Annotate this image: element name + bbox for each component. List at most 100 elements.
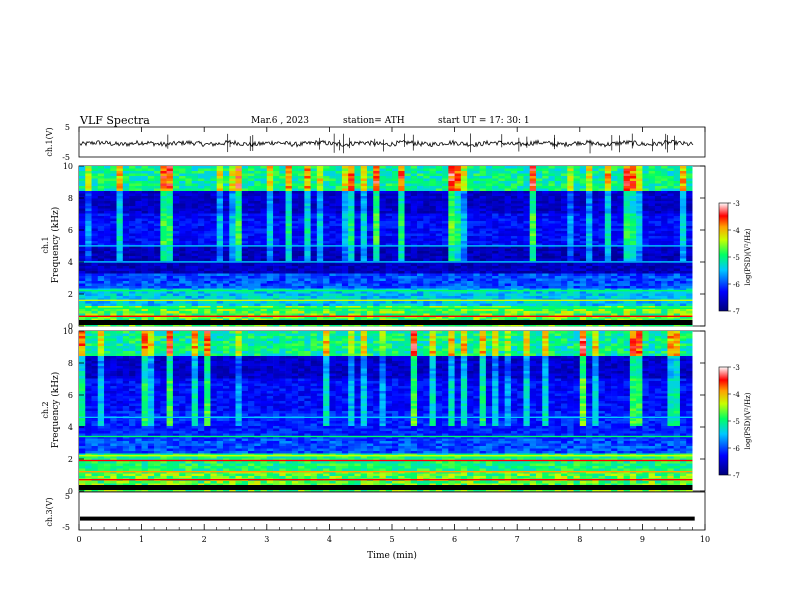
spectrogram-cell — [154, 316, 161, 319]
spectrogram-cell — [135, 221, 142, 224]
spectrogram-cell — [329, 208, 336, 212]
spectrogram-cell — [417, 171, 424, 174]
spectrogram-cell — [467, 186, 474, 189]
spectrogram-cell — [185, 221, 192, 224]
spectrogram-cell — [298, 226, 305, 229]
spectrogram-cell — [116, 281, 124, 284]
spectrogram-cell — [110, 218, 117, 222]
spectrogram-cell — [561, 228, 568, 232]
spectrogram-cell — [454, 228, 462, 232]
spectrogram-cell — [160, 186, 167, 189]
spectrogram-cell — [85, 203, 92, 207]
spectrogram-cell — [554, 193, 562, 197]
spectrogram-cell — [510, 271, 518, 274]
spectrogram-cell — [329, 281, 336, 284]
spectrogram-cell — [373, 308, 380, 312]
spectrogram-cell — [235, 171, 243, 174]
spectrogram-cell — [179, 276, 186, 279]
spectrogram-cell — [366, 231, 374, 234]
spectrogram-cell — [222, 221, 230, 224]
spectrogram-cell — [548, 301, 556, 304]
spectrogram-cell — [517, 213, 524, 217]
spectrogram-cell — [160, 206, 167, 209]
spectrogram-cell — [404, 201, 412, 204]
spectrogram-cell — [141, 246, 149, 249]
spectrogram-cell — [354, 211, 361, 214]
spectrogram-cell — [379, 211, 387, 214]
spectrogram-cell — [191, 166, 199, 169]
spectrogram-cell — [316, 291, 324, 294]
spectrogram-cell — [316, 181, 324, 184]
spectrogram-cell — [179, 173, 186, 177]
spectrogram-cell — [260, 208, 268, 212]
spectrogram-cell — [310, 266, 318, 269]
spectrogram-cell — [354, 266, 361, 269]
spectrogram-cell — [116, 226, 124, 229]
spectrogram-cell — [510, 226, 518, 229]
spectrogram-cell — [379, 226, 387, 229]
spectrogram-cell — [410, 226, 418, 229]
spectrogram-cell — [348, 271, 355, 274]
spectrogram-cell — [85, 301, 92, 304]
spectrogram-cell — [122, 303, 130, 307]
spectrogram-cell — [147, 273, 155, 277]
spectrogram-cell — [523, 308, 531, 312]
spectrogram-cell — [110, 188, 117, 192]
spectrogram-cell — [97, 283, 105, 287]
spectrogram-cell — [404, 306, 412, 309]
spectrogram-cell — [273, 196, 280, 199]
spectrogram-cell — [291, 293, 299, 297]
spectrogram-cell — [498, 196, 505, 199]
spectrogram-cell — [535, 276, 543, 279]
spectrogram-cell — [285, 183, 293, 187]
spectrogram-cell — [179, 313, 186, 317]
spectrogram-cell — [410, 181, 418, 184]
spectrogram-cell — [204, 253, 211, 257]
spectrogram-cell — [510, 253, 518, 257]
spectrogram-cell — [504, 308, 512, 312]
spectrogram-cell — [329, 311, 336, 314]
spectrogram-cell — [554, 183, 562, 187]
spectrogram-cell — [417, 266, 424, 269]
spectrogram-cell — [210, 243, 218, 247]
spectrogram-cell — [498, 306, 505, 309]
spectrogram-cell — [354, 213, 361, 217]
spectrogram-cell — [310, 166, 318, 169]
spectrogram-cell — [248, 226, 255, 229]
spectrogram-cell — [561, 223, 568, 227]
spectrogram-cell — [166, 193, 174, 197]
spectrogram-cell — [423, 203, 430, 207]
spectrogram-cell — [360, 296, 368, 299]
spectrogram-cell — [398, 213, 405, 217]
spectrogram-cell — [135, 283, 142, 287]
spectrogram-cell — [510, 178, 518, 182]
spectrogram-cell — [310, 273, 318, 277]
spectrogram-cell — [135, 186, 142, 189]
spectrogram-cell — [97, 223, 105, 227]
spectrogram-cell — [285, 236, 293, 239]
spectrogram-cell — [354, 228, 361, 232]
spectrogram-cell — [210, 188, 218, 192]
spectrogram-cell — [535, 288, 543, 292]
spectrogram-cell — [179, 288, 186, 292]
spectrogram-cell — [529, 216, 537, 219]
spectrogram-cell — [498, 226, 505, 229]
spectrogram-cell — [79, 308, 86, 312]
spectrogram-cell — [510, 318, 518, 322]
spectrogram-cell — [460, 278, 468, 282]
spectrogram-cell — [329, 236, 336, 239]
spectrogram-cell — [492, 291, 499, 294]
spectrogram-cell — [285, 173, 293, 177]
spectrogram-cell — [454, 168, 462, 172]
spectrogram-cell — [448, 226, 455, 229]
spectrogram-cell — [304, 283, 311, 287]
spectrogram-cell — [398, 231, 405, 234]
spectrogram-cell — [285, 283, 293, 287]
spectrogram-cell — [316, 313, 324, 317]
spectrogram-cell — [248, 218, 255, 222]
spectrogram-cell — [523, 213, 531, 217]
spectrogram-cell — [185, 271, 192, 274]
spectrogram-cell — [147, 238, 155, 242]
spectrogram-cell — [366, 306, 374, 309]
spectrogram-cell — [116, 243, 124, 247]
